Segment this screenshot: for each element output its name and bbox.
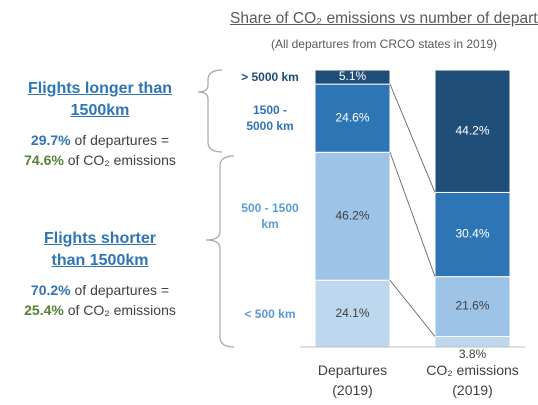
chart-title: Share of CO₂ emissions vs number of depa… <box>230 10 538 27</box>
annotation-line: 29.7% of departures = <box>5 130 195 150</box>
annotation: Flights longer than 1500km 29.7% of depar… <box>5 78 195 170</box>
value-label: 30.4% <box>455 227 489 241</box>
connector <box>389 83 436 193</box>
annotation-line: 74.6% of CO₂ emissions <box>5 150 195 170</box>
value-label: 5.1% <box>339 69 367 83</box>
value-label: 44.2% <box>455 123 489 137</box>
annotation-body: 29.7% of departures = 74.6% of CO₂ emiss… <box>5 130 195 170</box>
series-name: 500 - 1500 km <box>241 201 299 232</box>
brace <box>205 155 235 348</box>
value-label: 46.2% <box>335 208 369 222</box>
annotation-text: 70.2% <box>30 282 71 298</box>
bar-segment <box>314 83 391 153</box>
annotation-text: of CO₂ emissions <box>67 152 176 168</box>
annotation-line: 25.4% of CO₂ emissions <box>5 300 195 320</box>
annotation-text: of departures = <box>74 132 170 148</box>
annotation-text: 29.7% <box>30 132 71 148</box>
annotation-text: of departures = <box>74 282 170 298</box>
series-name: 1500 - 5000 km <box>246 103 294 134</box>
annotation-line: 70.2% of departures = <box>5 280 195 300</box>
bar-segment <box>314 151 391 281</box>
bar-segment <box>314 279 391 348</box>
bar-segment <box>434 276 511 337</box>
value-label: 3.8% <box>459 347 487 361</box>
x-tick-label: Departures (2019) <box>317 362 388 398</box>
connector <box>389 152 436 277</box>
value-label: 21.6% <box>455 299 489 313</box>
x-tick-label: CO₂ emissions (2019) <box>426 362 519 398</box>
value-label: 24.1% <box>335 306 369 320</box>
bar-segment <box>434 335 511 348</box>
bar-segment <box>434 69 511 193</box>
series-name: < 500 km <box>244 306 296 321</box>
annotation-text: 74.6% <box>24 152 64 168</box>
series-name: > 5000 km <box>241 70 299 85</box>
annotation-heading: Flights shorter than 1500km <box>43 230 156 269</box>
bar-segment <box>314 69 391 85</box>
connector <box>389 279 436 337</box>
annotation-body: 70.2% of departures = 25.4% of CO₂ emiss… <box>5 280 195 320</box>
annotation-heading: Flights longer than 1500km <box>28 80 172 119</box>
bar-segment <box>434 191 511 278</box>
annotation-text: 25.4% <box>24 302 64 318</box>
value-label: 24.6% <box>335 110 369 124</box>
chart-subtitle: (All departures from CRCO states in 2019… <box>270 37 498 51</box>
annotation-text: of CO₂ emissions <box>67 302 176 318</box>
brace <box>197 69 223 153</box>
annotation: Flights shorter than 1500km 70.2% of depa… <box>5 228 195 320</box>
